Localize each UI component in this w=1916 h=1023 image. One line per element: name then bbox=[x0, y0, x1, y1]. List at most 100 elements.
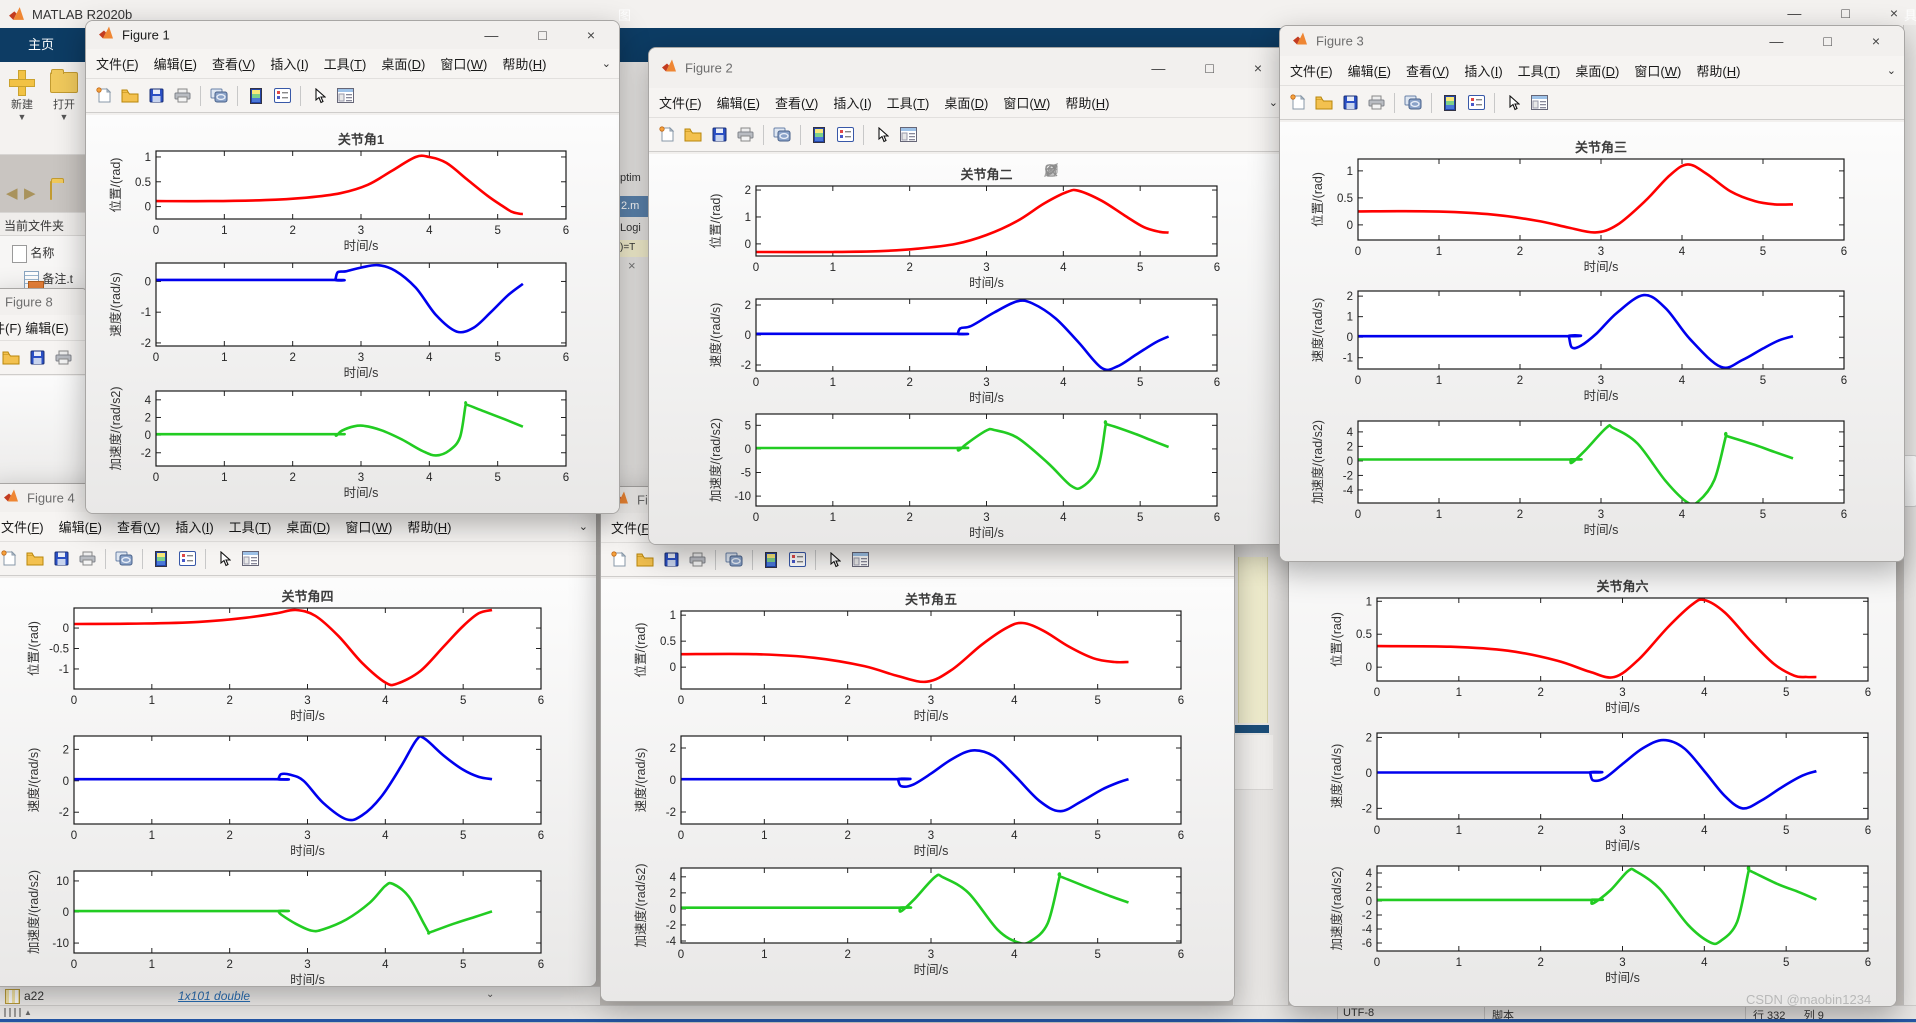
brush-icon[interactable] bbox=[1046, 163, 1088, 181]
workspace-variable-name[interactable]: a22 bbox=[24, 989, 45, 1003]
menu-item[interactable]: 文件(F) bbox=[1, 520, 44, 535]
open-button[interactable]: 打开 ▼ bbox=[44, 69, 84, 122]
legend-icon[interactable] bbox=[787, 551, 807, 569]
close-button[interactable]: × bbox=[586, 27, 595, 43]
fig4-plot-area[interactable]: 0 1 2 3 4 5 6 0 -0.5 -1 关节角四 时间/s 位置/(rad) 0 1 2 3 4 5 6 2 0-… bbox=[0, 578, 596, 986]
workspace-row[interactable]: a22 1x101 double ⌄ bbox=[0, 986, 600, 1006]
print-icon[interactable] bbox=[53, 349, 73, 367]
fig5-window[interactable]: Figure 5—□×文件(F)编辑(E)查看(V)插入(I)工具(T)桌面(D… bbox=[600, 486, 1235, 1002]
menu-item[interactable]: 查看(V) bbox=[117, 520, 161, 535]
home-icon[interactable] bbox=[1045, 163, 1208, 181]
menu-overflow-icon[interactable]: ⌄ bbox=[601, 58, 611, 70]
open-icon[interactable] bbox=[1314, 94, 1334, 112]
link-plot-icon[interactable] bbox=[724, 551, 744, 569]
fig2-window[interactable]: Figure 2 — □ × 文件(F) 编辑(E) 查看(V) 插入(I) 工具(T) 桌面(D… bbox=[648, 47, 1287, 545]
menu-item[interactable]: 帮助(H) bbox=[502, 57, 547, 72]
open-icon[interactable] bbox=[1, 349, 21, 367]
print-icon[interactable] bbox=[1366, 94, 1386, 112]
menu-item[interactable]: 工具(T) bbox=[228, 520, 272, 535]
menu-item[interactable]: 插入(I) bbox=[270, 57, 309, 72]
plot-browser-icon[interactable] bbox=[335, 87, 355, 105]
maximize-button[interactable]: □ bbox=[1205, 60, 1214, 76]
minimize-button[interactable]: — bbox=[484, 27, 499, 43]
fig2-plot-area[interactable]: 0 1 2 3 4 5 6 2 1 0 关节角二 时间/s 位置/(rad) 0 1 2 3 4 5 6 2 0 -2 时间/… bbox=[649, 154, 1286, 544]
forward-arrow-icon[interactable]: ▶ bbox=[24, 185, 36, 202]
folder-up-icon[interactable] bbox=[50, 181, 52, 200]
legend-icon[interactable] bbox=[1466, 94, 1486, 112]
save-icon[interactable] bbox=[27, 349, 47, 367]
plot-browser-icon[interactable] bbox=[898, 126, 918, 144]
menu-item[interactable]: 查看(V) bbox=[775, 96, 819, 111]
legend-icon[interactable] bbox=[272, 87, 292, 105]
open-icon[interactable] bbox=[635, 551, 655, 569]
minimize-button[interactable]: — bbox=[1769, 33, 1784, 49]
menu-item[interactable]: 窗口(W) bbox=[1003, 96, 1051, 111]
colormap-icon[interactable] bbox=[1440, 94, 1460, 112]
link-plot-icon[interactable] bbox=[209, 87, 229, 105]
link-plot-icon[interactable] bbox=[772, 126, 792, 144]
fig5-toolbar[interactable] bbox=[601, 543, 1234, 577]
link-plot-icon[interactable] bbox=[114, 550, 134, 568]
menu-item[interactable]: 插入(I) bbox=[833, 96, 872, 111]
menu-item[interactable]: 窗口(W) bbox=[1634, 64, 1682, 79]
plot-browser-icon[interactable] bbox=[850, 551, 870, 569]
menu-item[interactable]: 窗口(W) bbox=[440, 57, 488, 72]
menu-item[interactable]: 工具(T) bbox=[323, 57, 367, 72]
fig1-menubar[interactable]: 文件(F) 编辑(E) 查看(V) 插入(I) 工具(T) 桌面(D) 窗口(W) 帮助(H)… bbox=[86, 49, 619, 79]
close-button[interactable]: × bbox=[1871, 33, 1880, 49]
menu-item[interactable]: 编辑(E) bbox=[716, 96, 760, 111]
print-icon[interactable] bbox=[687, 551, 707, 569]
fig4-toolbar[interactable] bbox=[0, 542, 596, 576]
open-icon[interactable] bbox=[683, 126, 703, 144]
print-icon[interactable] bbox=[77, 550, 97, 568]
pointer-icon[interactable] bbox=[214, 550, 234, 568]
close-button[interactable]: × bbox=[1253, 60, 1262, 76]
menu-item[interactable]: 桌面(D) bbox=[1575, 64, 1620, 79]
menu-item[interactable]: 插入(I) bbox=[175, 520, 214, 535]
maximize-button[interactable]: □ bbox=[538, 27, 547, 43]
menu-item[interactable]: 窗口(W) bbox=[345, 520, 393, 535]
new-script-icon[interactable] bbox=[94, 87, 114, 105]
menu-item[interactable]: 文件(F) bbox=[96, 57, 139, 72]
link-plot-icon[interactable] bbox=[1403, 94, 1423, 112]
minimize-button[interactable]: — bbox=[1151, 60, 1166, 76]
pointer-icon[interactable] bbox=[309, 87, 329, 105]
new-script-icon[interactable] bbox=[609, 551, 629, 569]
colormap-icon[interactable] bbox=[151, 550, 171, 568]
menu-item[interactable]: 文件(F) bbox=[1290, 64, 1333, 79]
menu-item[interactable]: 文件(F) bbox=[659, 96, 702, 111]
save-icon[interactable] bbox=[661, 551, 681, 569]
maximize-button[interactable]: □ bbox=[1823, 33, 1832, 49]
legend-icon[interactable] bbox=[835, 126, 855, 144]
close-icon[interactable]: × bbox=[628, 258, 636, 273]
new-script-icon[interactable] bbox=[657, 126, 677, 144]
fig4-window[interactable]: Figure 4—□×文件(F)编辑(E)查看(V)插入(I)工具(T)桌面(D… bbox=[0, 483, 597, 987]
colormap-icon[interactable] bbox=[809, 126, 829, 144]
zoom-out-icon[interactable] bbox=[1045, 163, 1184, 181]
menu-item[interactable]: 插入(I) bbox=[1464, 64, 1503, 79]
save-icon[interactable] bbox=[146, 87, 166, 105]
fig1-titlebar[interactable]: Figure 1 — □ × bbox=[86, 21, 619, 49]
figure8-titlebar[interactable]: Figure 8 bbox=[0, 289, 87, 315]
figure8-menubar[interactable]: 文件(F) 编辑(E) bbox=[0, 315, 87, 341]
new-script-icon[interactable] bbox=[0, 550, 19, 568]
open-icon[interactable] bbox=[25, 550, 45, 568]
axes-toolbar[interactable] bbox=[1044, 163, 1208, 181]
fig3-plot-area[interactable]: 0 1 2 3 4 5 6 1 0.5 0 关节角三 时间/s 位置/(rad) 0 1 2 3 4 5 6 2 1 0 -1… bbox=[1280, 122, 1904, 561]
figure8-menu-fragment[interactable]: 文件(F) 编辑(E) bbox=[0, 321, 69, 336]
menu-item[interactable]: 编辑(E) bbox=[58, 520, 102, 535]
menu-item[interactable]: 工具(T) bbox=[886, 96, 930, 111]
fig2-toolbar[interactable] bbox=[649, 118, 1286, 152]
new-script-icon[interactable] bbox=[1288, 94, 1308, 112]
colormap-icon[interactable] bbox=[246, 87, 266, 105]
menu-overflow-icon[interactable]: ⌄ bbox=[578, 521, 588, 533]
tab-plot-fragment[interactable]: 图 bbox=[618, 8, 632, 23]
menu-item[interactable]: 帮助(H) bbox=[1065, 96, 1110, 111]
legend-icon[interactable] bbox=[177, 550, 197, 568]
figure8-toolbar[interactable] bbox=[0, 341, 87, 375]
menu-item[interactable]: 编辑(E) bbox=[1347, 64, 1391, 79]
menu-item[interactable]: 桌面(D) bbox=[944, 96, 989, 111]
menu-overflow-icon[interactable]: ⌄ bbox=[1886, 65, 1896, 77]
fig3-titlebar[interactable]: Figure 3 — □ × bbox=[1280, 26, 1904, 56]
open-icon[interactable] bbox=[120, 87, 140, 105]
